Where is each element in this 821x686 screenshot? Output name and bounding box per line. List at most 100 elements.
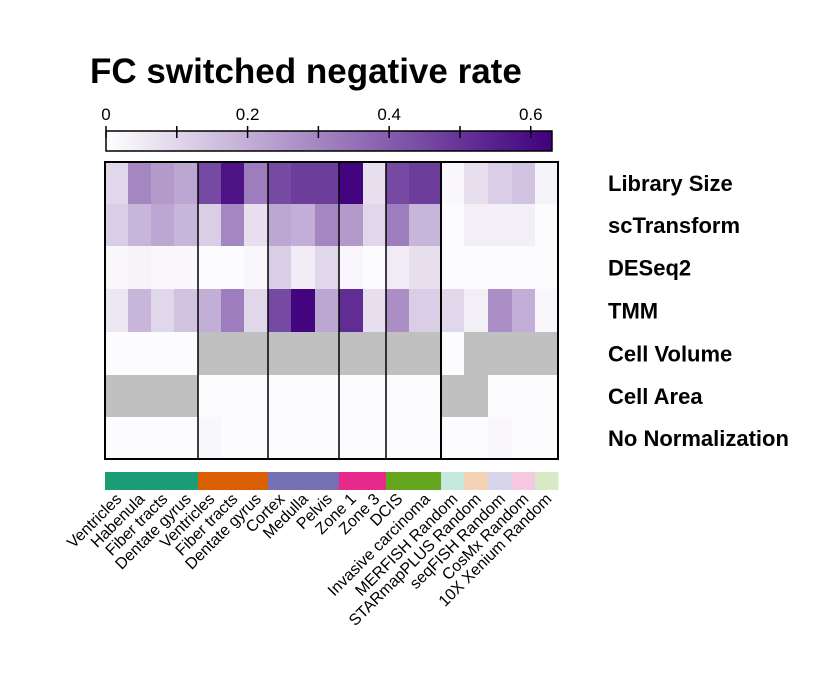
heatmap-cell — [339, 332, 364, 376]
heatmap-cell — [339, 417, 364, 460]
heatmap-cell — [464, 375, 489, 418]
heatmap-cell — [363, 289, 387, 333]
heatmap-cell — [151, 246, 175, 290]
heatmap-cell — [441, 289, 465, 333]
heatmap-cell — [291, 289, 316, 333]
row-label: Library Size — [608, 171, 733, 196]
heatmap-cell — [105, 204, 129, 247]
heatmap-cell — [339, 204, 364, 247]
heatmap-cell — [268, 289, 292, 333]
heatmap-cell — [441, 332, 465, 376]
heatmap-cell — [198, 417, 222, 460]
heatmap-cell — [151, 289, 175, 333]
group-color-block — [105, 472, 199, 490]
heatmap-cell — [151, 162, 175, 205]
heatmap-cell — [339, 375, 364, 418]
heatmap-cell — [464, 417, 489, 460]
heatmap-cell — [339, 246, 364, 290]
heatmap-cell — [105, 289, 129, 333]
heatmap-cell — [488, 246, 513, 290]
colorbar-gradient — [105, 130, 553, 152]
colorbar: 0 0.2 0.4 0.6 — [101, 105, 553, 152]
row-label: Cell Area — [608, 384, 703, 409]
group-color-block — [339, 472, 387, 490]
group-color-block — [535, 472, 559, 490]
heatmap-cell — [198, 246, 222, 290]
heatmap-cell — [386, 289, 410, 333]
heatmap-cell — [151, 204, 175, 247]
heatmap-cell — [363, 162, 387, 205]
heatmap-cell — [151, 332, 175, 376]
row-label: DESeq2 — [608, 256, 691, 281]
heatmap-cell — [315, 246, 340, 290]
heatmap-cell — [409, 162, 442, 205]
heatmap-cell — [441, 246, 465, 290]
heatmap-cell — [174, 204, 199, 247]
heatmap-cell — [174, 332, 199, 376]
heatmap-cell — [488, 204, 513, 247]
heatmap-cell — [105, 417, 129, 460]
heatmap-cell — [244, 204, 269, 247]
heatmap-cell — [512, 332, 536, 376]
heatmap-cell — [409, 246, 442, 290]
heatmap-cell — [535, 332, 559, 376]
heatmap-cell — [221, 289, 245, 333]
heatmap-cell — [244, 417, 269, 460]
heatmap-cell — [363, 375, 387, 418]
heatmap-cell — [488, 162, 513, 205]
row-label: scTransform — [608, 213, 740, 238]
heatmap-cell — [128, 289, 152, 333]
heatmap-cell — [339, 162, 364, 205]
heatmap-cell — [244, 289, 269, 333]
group-color-block — [198, 472, 269, 490]
heatmap-cell — [464, 332, 489, 376]
heatmap-cell — [174, 417, 199, 460]
heatmap-cell — [174, 246, 199, 290]
heatmap-cell — [268, 417, 292, 460]
group-color-block — [512, 472, 536, 490]
heatmap-cell — [363, 246, 387, 290]
heatmap-cell — [174, 289, 199, 333]
colorbar-tick-label: 0.2 — [236, 105, 260, 124]
group-color-block — [386, 472, 442, 490]
heatmap-cell — [221, 332, 245, 376]
heatmap-cell — [464, 246, 489, 290]
heatmap-cell — [535, 417, 559, 460]
heatmap-cell — [315, 289, 340, 333]
heatmap-cell — [174, 162, 199, 205]
heatmap-cell — [409, 375, 442, 418]
heatmap-cell — [151, 417, 175, 460]
heatmap-cell — [535, 162, 559, 205]
heatmap-cell — [128, 332, 152, 376]
heatmap-cell — [315, 204, 340, 247]
heatmap-cell — [198, 289, 222, 333]
heatmap-cell — [291, 246, 316, 290]
heatmap-grid — [104, 161, 559, 460]
heatmap-cell — [244, 246, 269, 290]
heatmap-cell — [128, 375, 152, 418]
heatmap-cell — [221, 204, 245, 247]
heatmap-cell — [268, 332, 292, 376]
heatmap-cell — [488, 417, 513, 460]
column-group-bar — [105, 472, 559, 490]
heatmap-cell — [441, 417, 465, 460]
heatmap-cell — [268, 204, 292, 247]
colorbar-tick-label: 0 — [101, 105, 110, 124]
heatmap-cell — [315, 162, 340, 205]
heatmap-cell — [105, 162, 129, 205]
row-label: No Normalization — [608, 426, 789, 451]
heatmap-cell — [221, 375, 245, 418]
heatmap-cell — [268, 162, 292, 205]
heatmap-cell — [315, 375, 340, 418]
heatmap-cell — [464, 289, 489, 333]
row-labels: Library Size scTransform DESeq2 TMM Cell Vol… — [608, 171, 789, 451]
heatmap-cell — [151, 375, 175, 418]
heatmap-cell — [535, 204, 559, 247]
row-label: Cell Volume — [608, 342, 732, 367]
heatmap-cell — [128, 417, 152, 460]
heatmap-cell — [174, 375, 199, 418]
heatmap-cell — [244, 332, 269, 376]
heatmap-cell — [488, 289, 513, 333]
colorbar-tick-label: 0.6 — [519, 105, 543, 124]
